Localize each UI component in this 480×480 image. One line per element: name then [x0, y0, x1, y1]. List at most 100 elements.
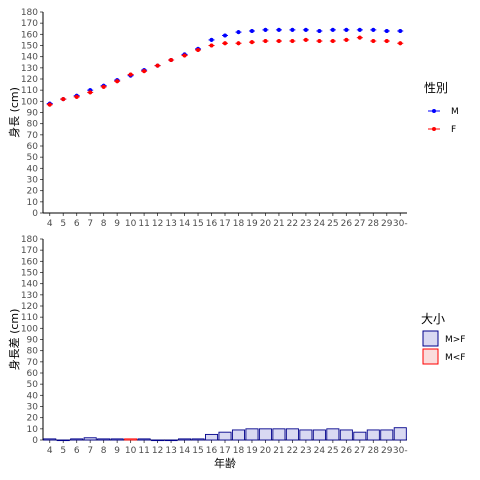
bar	[83, 437, 97, 441]
y-tick-label: 20	[27, 187, 39, 197]
x-tick-label: 21	[273, 219, 284, 229]
data-point-f	[223, 41, 227, 46]
bar	[312, 429, 326, 441]
x-tick-label: 22	[287, 219, 298, 229]
legend-key-point-f	[432, 127, 436, 131]
y-tick-label: 0	[32, 436, 38, 446]
x-tick-label: 15	[192, 219, 203, 229]
y-tick-label: 90	[27, 109, 39, 119]
x-tick-label: 4	[47, 446, 53, 456]
x-tick-label: 16	[206, 446, 218, 456]
x-tick-label: 21	[273, 446, 284, 456]
x-tick-label: 14	[179, 219, 191, 229]
y-tick-label: 0	[32, 209, 38, 219]
data-point-m	[330, 27, 335, 32]
x-tick-label: 16	[206, 219, 218, 229]
x-tick-label: 19	[246, 446, 258, 456]
legend-label: M>F	[445, 335, 465, 345]
bar	[56, 439, 70, 442]
data-point-f	[88, 90, 93, 95]
y-tick-label: 140	[21, 280, 38, 290]
data-point-m	[209, 37, 214, 42]
data-point-m	[357, 27, 362, 32]
bar	[164, 439, 178, 442]
data-point-f	[236, 41, 241, 46]
x-tick-label: 6	[74, 446, 80, 456]
x-tick-label: 27	[354, 446, 365, 456]
legend-title: 性別	[424, 81, 448, 95]
x-tick-label: 14	[179, 446, 191, 456]
y-tick-label: 140	[21, 53, 38, 63]
bar	[137, 438, 151, 441]
x-tick-label: 19	[246, 219, 258, 229]
data-point-m	[249, 28, 254, 33]
legend-key-point-m	[432, 109, 436, 113]
data-point-f	[398, 41, 403, 46]
data-point-f	[384, 39, 389, 44]
x-tick-label: 8	[101, 446, 107, 456]
bar	[353, 431, 367, 441]
x-tick-label: 8	[101, 219, 107, 229]
data-point-f	[115, 79, 120, 84]
data-point-f	[155, 63, 160, 68]
bar	[191, 438, 205, 441]
legend-label: M<F	[445, 353, 465, 363]
y-tick-label: 180	[21, 8, 38, 18]
y-tick-label: 40	[27, 164, 39, 174]
data-point-m	[344, 27, 349, 32]
x-tick-label: 26	[341, 446, 353, 456]
data-point-m	[236, 30, 241, 35]
x-tick-label: 28	[368, 219, 380, 229]
x-tick-label: 23	[300, 446, 311, 456]
data-point-m	[223, 33, 227, 38]
x-tick-label: 6	[74, 219, 80, 229]
x-tick-label: 25	[327, 446, 338, 456]
legend-label-m: M	[451, 107, 459, 117]
y-tick-label: 70	[27, 358, 39, 368]
data-point-f	[142, 69, 147, 74]
x-tick-label: 5	[60, 446, 66, 456]
x-tick-label: 10	[125, 446, 137, 456]
bar	[231, 429, 245, 441]
y-tick-label: 10	[27, 198, 39, 208]
y-tick-label: 30	[27, 403, 39, 413]
bar	[178, 438, 192, 441]
x-tick-label: 18	[233, 219, 245, 229]
x-tick-label: 23	[300, 219, 311, 229]
x-tick-label: 5	[60, 219, 66, 229]
y-tick-label: 120	[21, 302, 38, 312]
bar	[366, 429, 380, 441]
x-tick-label: 25	[327, 219, 338, 229]
y-tick-label: 60	[27, 369, 39, 379]
data-point-f	[47, 102, 52, 107]
y-tick-label: 170	[21, 19, 38, 29]
bar	[380, 429, 394, 441]
data-point-f	[330, 39, 335, 44]
data-point-f	[344, 37, 349, 42]
x-tick-label: 30-	[393, 446, 408, 456]
bar	[124, 438, 138, 441]
y-axis-title: 身長差 (cm)	[7, 309, 21, 371]
bar	[285, 428, 299, 441]
y-axis-title: 身長 (cm)	[7, 87, 21, 138]
data-point-m	[290, 27, 295, 32]
y-tick-label: 10	[27, 425, 39, 435]
x-tick-label: 18	[233, 446, 245, 456]
x-tick-label: 7	[87, 446, 93, 456]
y-tick-label: 130	[21, 291, 38, 301]
y-tick-label: 100	[21, 97, 38, 107]
y-tick-label: 160	[21, 30, 38, 40]
bar	[393, 427, 407, 441]
y-tick-label: 110	[21, 313, 38, 323]
data-point-f	[290, 39, 295, 44]
data-point-m	[263, 27, 268, 32]
x-axis-title: 年齢	[214, 456, 236, 470]
y-tick-label: 30	[27, 176, 39, 186]
x-tick-label: 10	[125, 219, 137, 229]
x-tick-label: 7	[87, 219, 93, 229]
y-tick-label: 90	[27, 336, 39, 346]
bar	[97, 438, 111, 441]
y-tick-label: 110	[21, 86, 38, 96]
data-point-f	[371, 39, 376, 44]
bar	[245, 428, 259, 441]
